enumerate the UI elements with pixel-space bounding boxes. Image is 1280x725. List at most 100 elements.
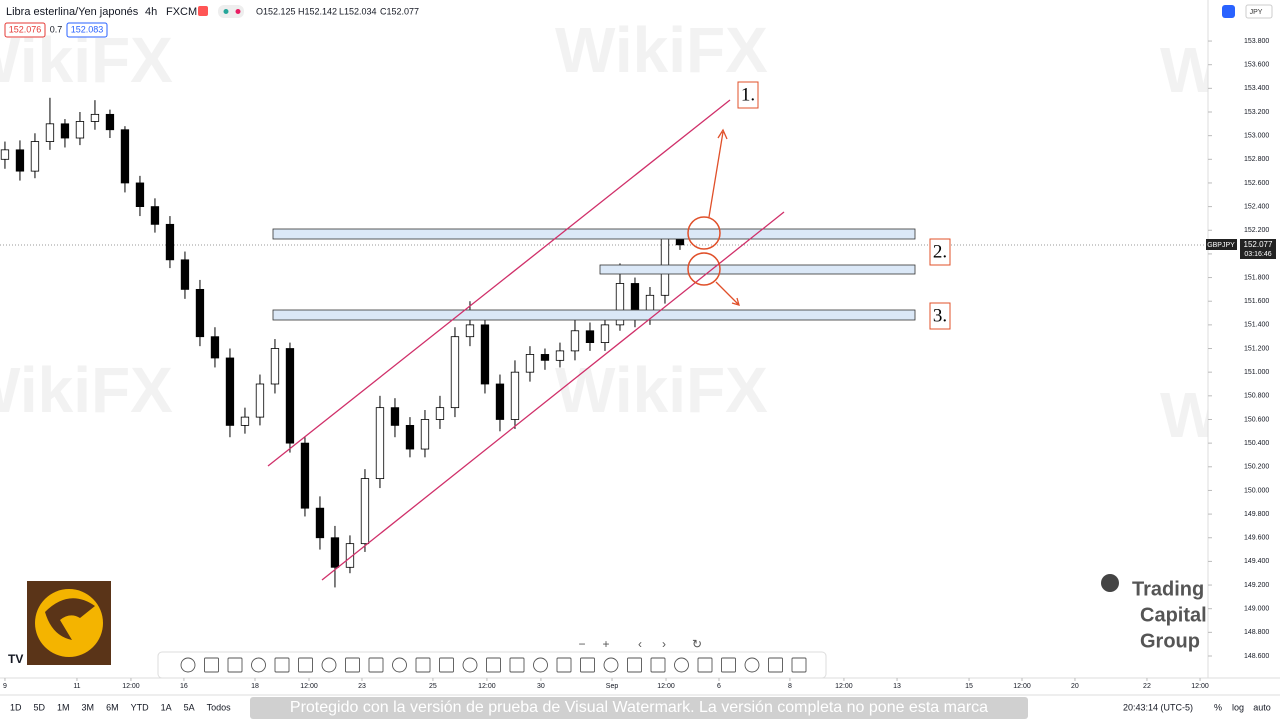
y-tick-label: 152.600 xyxy=(1244,180,1269,187)
tool-button[interactable] xyxy=(697,657,713,673)
ask-box[interactable] xyxy=(66,22,108,38)
tool-button[interactable] xyxy=(251,657,266,673)
tool-button[interactable] xyxy=(533,657,548,673)
y-tick-label: 150.200 xyxy=(1244,464,1269,471)
y-tick-label: 148.800 xyxy=(1244,629,1269,636)
candle-body xyxy=(585,330,595,344)
range-button[interactable]: 1M xyxy=(57,702,70,712)
scroll-left[interactable]: ‹ xyxy=(638,637,642,651)
tool-button[interactable] xyxy=(321,657,337,673)
last-price: 152.077 xyxy=(1244,240,1273,249)
logo-line: Group xyxy=(1140,630,1200,652)
percent-toggle[interactable]: % xyxy=(1214,702,1222,712)
currency-button[interactable] xyxy=(1245,4,1273,19)
candle-body xyxy=(465,324,475,338)
tool-button[interactable] xyxy=(392,657,407,673)
tool-button[interactable] xyxy=(650,657,666,673)
auto-toggle[interactable]: auto xyxy=(1253,702,1271,712)
candle-body xyxy=(375,407,385,480)
tool-button[interactable] xyxy=(580,657,595,673)
range-button[interactable]: Todos xyxy=(207,702,232,712)
y-axis: 148.600 148.800 149.000 149.200 149.400 149.6… xyxy=(1208,38,1269,660)
tool-button[interactable] xyxy=(227,657,243,673)
ask[interactable]: 152.083 xyxy=(71,24,104,34)
y-tick-label: 149.000 xyxy=(1244,606,1269,613)
x-tick-label: 12:00 xyxy=(1191,683,1209,690)
tool-button[interactable] xyxy=(180,657,196,673)
annotation: 3. xyxy=(933,305,947,326)
candle-body xyxy=(135,182,145,208)
tool-button[interactable] xyxy=(768,657,783,673)
range-button[interactable]: 1A xyxy=(161,702,172,712)
candle-body xyxy=(180,259,190,290)
tool-button[interactable] xyxy=(721,657,736,673)
symbol: Libra esterlina/Yen japonés xyxy=(6,6,139,18)
x-tick-label: 8 xyxy=(788,683,792,690)
symbol-tag-text: GBPJPY xyxy=(1207,242,1235,249)
zoom-in[interactable]: + xyxy=(602,637,609,651)
y-tick-label: 150.600 xyxy=(1244,416,1269,423)
candle-body xyxy=(450,336,460,409)
tool-button[interactable] xyxy=(627,657,642,673)
zone xyxy=(272,309,916,321)
tool-button[interactable] xyxy=(462,657,478,673)
x-tick-label: 6 xyxy=(717,683,721,690)
watermark: WikiFX xyxy=(555,14,768,86)
tool-button[interactable] xyxy=(556,657,572,673)
candle-body xyxy=(75,121,85,139)
candle-body xyxy=(435,407,445,420)
log-toggle[interactable]: log xyxy=(1232,702,1244,712)
candle-body xyxy=(300,442,310,509)
ohlc-open: O152.125 xyxy=(256,6,296,16)
range-button[interactable]: 5D xyxy=(34,702,46,712)
annotation-box xyxy=(929,302,951,330)
candle-body xyxy=(315,507,325,539)
x-tick-label: 18 xyxy=(251,683,259,690)
x-tick-label: 30 xyxy=(537,683,545,690)
candle-body xyxy=(390,407,400,426)
tool-button[interactable] xyxy=(509,657,525,673)
tool-button[interactable] xyxy=(368,657,384,673)
zoom-out[interactable]: − xyxy=(578,637,585,651)
candle-body xyxy=(45,123,55,142)
tool-button[interactable] xyxy=(204,657,219,673)
settings-icon[interactable] xyxy=(1222,5,1235,18)
candle-body xyxy=(105,113,115,131)
range-button[interactable]: 3M xyxy=(82,702,95,712)
candle-body xyxy=(60,123,70,139)
range-button[interactable]: YTD xyxy=(131,702,150,712)
zone xyxy=(272,228,916,240)
bid-box[interactable] xyxy=(4,22,46,38)
candle-body xyxy=(120,129,130,184)
tool-button[interactable] xyxy=(674,657,689,673)
range-button[interactable]: 5A xyxy=(184,702,195,712)
tool-button[interactable] xyxy=(415,657,431,673)
x-tick-label: 22 xyxy=(1143,683,1151,690)
candles xyxy=(0,97,685,588)
candle-body xyxy=(15,149,25,172)
range-button[interactable]: 1D xyxy=(10,702,22,712)
circle xyxy=(687,216,721,250)
reset[interactable]: ↻ xyxy=(692,637,702,651)
status-dot xyxy=(235,9,241,14)
x-tick-label: 12:00 xyxy=(300,683,318,690)
tool-button[interactable] xyxy=(744,657,760,673)
range-button[interactable]: 6M xyxy=(106,702,119,712)
tool-button[interactable] xyxy=(603,657,619,673)
y-tick-label: 152.400 xyxy=(1244,203,1269,210)
tool-button[interactable] xyxy=(298,657,313,673)
scroll-right[interactable]: › xyxy=(662,637,666,651)
candle-body xyxy=(90,113,100,122)
currency[interactable]: JPY xyxy=(1250,9,1263,16)
tool-button[interactable] xyxy=(791,657,807,673)
tool-button[interactable] xyxy=(486,657,501,673)
candle-body xyxy=(330,537,340,568)
arrow xyxy=(708,128,728,218)
tool-button[interactable] xyxy=(274,657,290,673)
y-tick-label: 149.400 xyxy=(1244,558,1269,565)
tool-button[interactable] xyxy=(345,657,360,673)
bid[interactable]: 152.076 xyxy=(9,24,42,34)
candle-body xyxy=(555,350,565,361)
tool-button[interactable] xyxy=(439,657,454,673)
candle-body xyxy=(540,354,550,361)
